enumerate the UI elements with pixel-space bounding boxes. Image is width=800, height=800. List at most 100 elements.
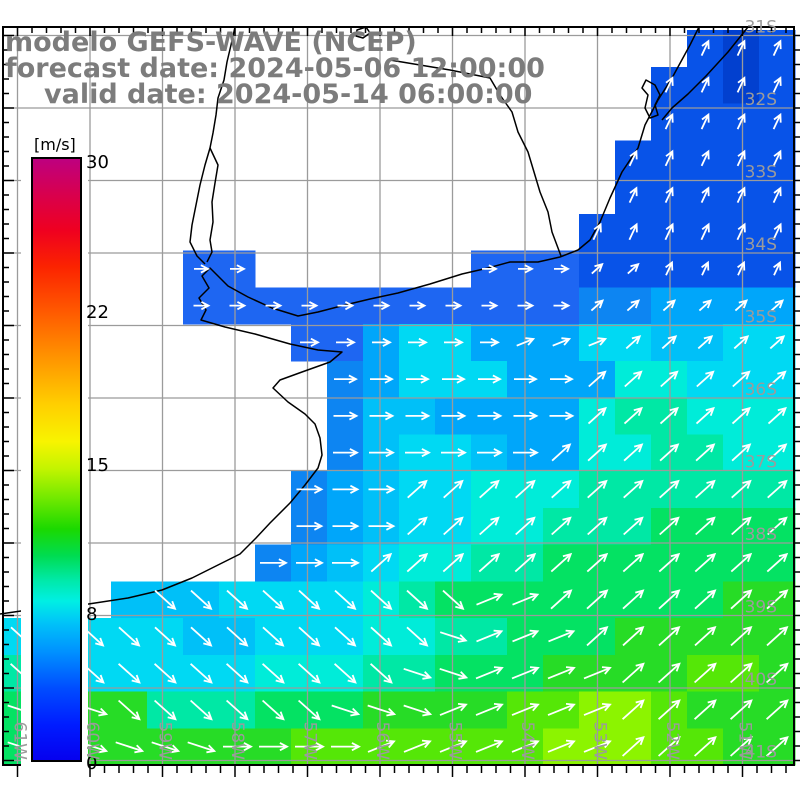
latitude-label: 31S (745, 18, 777, 38)
wind-arrow (736, 76, 746, 93)
colorbar-tick-label: 15 (86, 455, 109, 476)
wind-arrow (700, 39, 710, 56)
wind-arrow (767, 479, 788, 499)
longitude-label: 55W (445, 722, 465, 761)
wind-arrow (441, 411, 467, 421)
wind-arrow (622, 625, 645, 647)
lat-lon-grid (3, 27, 794, 765)
wind-arrow (664, 76, 674, 93)
wind-arrow (694, 552, 717, 573)
wind-arrow (765, 735, 789, 757)
wind-arrow (230, 264, 246, 274)
colorbar-tick-label: 8 (86, 604, 97, 625)
longitude-label: 57W (300, 722, 320, 761)
wind-arrow (623, 479, 644, 499)
wind-arrow (261, 699, 285, 721)
wind-arrow (518, 264, 534, 274)
wind-arrow (229, 301, 247, 311)
wind-arrow (475, 703, 504, 716)
wind-arrow (547, 739, 576, 753)
wind-arrow (695, 516, 716, 536)
wind-arrow (334, 374, 358, 384)
wind-arrow (479, 479, 500, 499)
wind-arrow (226, 589, 249, 611)
wind-arrow (409, 301, 427, 311)
wind-arrow (772, 112, 782, 130)
wind-arrow (733, 335, 750, 350)
wind-arrow (369, 448, 395, 458)
wind-arrow (333, 411, 359, 421)
colorbar-tick-label: 30 (86, 152, 109, 173)
wind-arrow (693, 735, 717, 757)
wind-arrow (693, 662, 717, 684)
wind-arrow (657, 662, 681, 684)
wind-arrow (406, 374, 430, 384)
wind-arrow (298, 626, 321, 647)
wind-arrow (769, 335, 786, 350)
wind-arrow (736, 112, 746, 130)
wind-arrow (698, 299, 713, 312)
wind-arrow (772, 39, 782, 56)
wind-arrow (621, 662, 645, 684)
wind-arrow (626, 299, 641, 312)
colorbar-tick-label: 0 (86, 753, 97, 774)
wind-arrow (476, 629, 504, 643)
wind-arrow (337, 301, 355, 311)
wind-arrow (730, 625, 753, 647)
wind-arrow (694, 589, 717, 610)
wind-arrow (695, 479, 716, 499)
latitude-label: 33S (745, 163, 777, 183)
wind-arrow (736, 222, 746, 241)
wind-arrow (331, 742, 361, 752)
wind-arrow (265, 301, 283, 311)
wind-arrow (513, 411, 539, 421)
axis-ticks (3, 27, 800, 777)
wind-arrow (331, 704, 361, 717)
wind-arrow (551, 516, 572, 536)
wind-arrow (475, 666, 504, 680)
wind-arrow (153, 699, 177, 721)
wind-arrow (332, 558, 360, 568)
wind-arrow (296, 521, 324, 531)
wind-arrow (297, 663, 321, 684)
wind-arrow (117, 663, 141, 684)
wind-arrow (623, 443, 644, 462)
wind-arrow (621, 735, 645, 757)
wind-arrow (624, 370, 643, 388)
wind-arrow (731, 406, 751, 425)
wind-arrow (767, 443, 788, 462)
wind-arrow (260, 558, 288, 568)
wind-arrow (659, 479, 680, 499)
wind-arrow (153, 663, 177, 684)
wind-arrow (700, 112, 710, 130)
wind-arrow (300, 337, 320, 347)
wind-arrow (370, 374, 394, 384)
wind-arrow (151, 741, 181, 754)
wind-arrow (700, 186, 710, 203)
wind-arrow (628, 149, 638, 167)
wind-arrow (701, 260, 710, 276)
wind-arrow (512, 592, 540, 606)
wind-arrow (731, 479, 752, 499)
wind-arrow (406, 589, 429, 611)
wind-arrow (373, 301, 391, 311)
wind-arrow (628, 186, 638, 203)
longitude-label: 61W (10, 722, 30, 761)
wind-arrow (588, 370, 607, 388)
wind-arrow (443, 479, 464, 499)
coastline-path (389, 59, 562, 257)
latitude-label: 36S (745, 380, 777, 400)
wind-arrow (445, 301, 463, 311)
wind-arrow (370, 589, 393, 611)
wind-arrow (628, 222, 638, 241)
wind-arrow (336, 337, 356, 347)
wind-direction-arrows (7, 39, 789, 757)
wind-arrow (296, 484, 324, 494)
wind-arrow (369, 411, 395, 421)
wind-arrow (772, 149, 782, 167)
wind-arrow (407, 516, 428, 536)
coastline-path (661, 26, 749, 121)
wind-arrow (259, 742, 289, 752)
longitude-labels: 61W 60W 59W 58W 57W 56W 55W 54W 53W 52W 51W (10, 722, 755, 761)
